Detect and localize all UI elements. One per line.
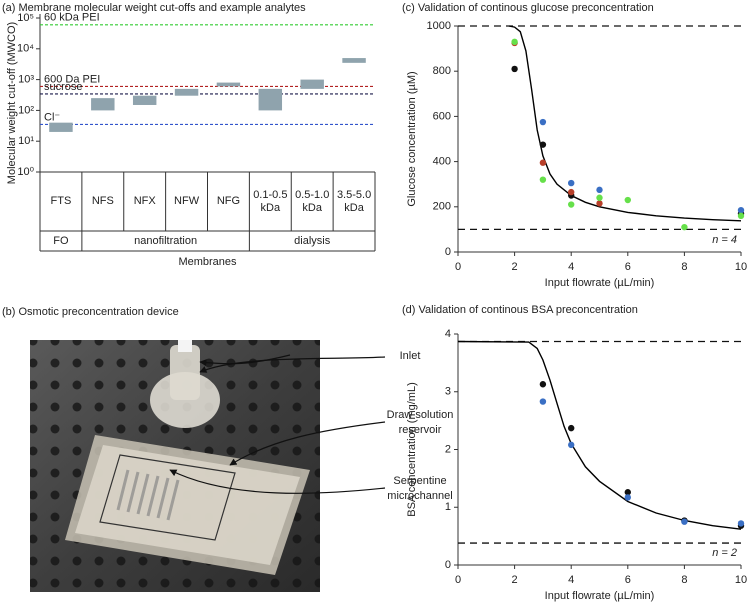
data-point <box>596 186 603 194</box>
category-label: 0.5-1.0 kDa <box>295 188 330 214</box>
annotation: n = 2 <box>712 547 737 559</box>
data-point <box>681 223 688 231</box>
category-label: NFG <box>216 195 241 207</box>
y-tick-label: 1000 <box>427 20 451 32</box>
category-label: 0.1-0.5 kDa <box>253 188 288 214</box>
x-axis-label: Membranes <box>178 256 237 268</box>
x-axis-label: Input flowrate (µL/min) <box>545 590 655 602</box>
category-label: FTS <box>50 195 72 207</box>
annotation: n = 4 <box>712 234 737 246</box>
data-point <box>539 398 547 405</box>
data-point <box>624 489 631 496</box>
data-point <box>568 441 575 449</box>
y-axis-label: BSA concentration (mg/mL) <box>406 382 418 517</box>
category-label: 3.5-5.0 kDa <box>336 188 372 214</box>
x-tick-label: 8 <box>681 574 687 586</box>
range-bar <box>258 88 283 111</box>
y-axis-label: Molecular weight cut-off (MWCO) <box>6 22 18 184</box>
data-point <box>539 176 547 183</box>
y-tick-label: 3 <box>445 386 451 398</box>
range-bar <box>342 58 366 63</box>
panel-title: (a) Membrane molecular weight cut-offs a… <box>2 2 306 14</box>
data-point <box>568 424 575 432</box>
range-bar <box>300 79 324 89</box>
data-point <box>539 141 547 148</box>
x-tick-label: 0 <box>455 574 461 586</box>
y-tick-label: 10⁰ <box>17 166 34 178</box>
panel-title: (c) Validation of continous glucose prec… <box>402 2 654 14</box>
x-tick-label: 6 <box>625 261 631 273</box>
y-tick-label: 400 <box>433 156 451 168</box>
y-tick-label: 10⁴ <box>17 43 34 55</box>
y-tick-label: 600 <box>433 110 451 122</box>
data-point <box>568 179 575 187</box>
y-tick-label: 200 <box>433 201 451 213</box>
y-tick-label: 0 <box>445 246 451 258</box>
x-tick-label: 2 <box>512 261 518 273</box>
y-tick-label: 10⁵ <box>17 12 34 24</box>
y-tick-label: 10² <box>18 104 34 116</box>
data-point <box>624 196 631 204</box>
x-tick-label: 8 <box>681 261 687 273</box>
x-tick-label: 6 <box>625 574 631 586</box>
y-tick-label: 1 <box>445 501 451 513</box>
range-bar <box>132 95 157 105</box>
category-label: NFX <box>133 195 156 207</box>
arrow <box>199 356 386 373</box>
range-bar <box>49 122 73 132</box>
x-tick-label: 0 <box>455 261 461 273</box>
group-label: dialysis <box>294 234 331 247</box>
x-tick-label: 4 <box>568 261 574 273</box>
x-tick-label: 2 <box>512 574 518 586</box>
y-tick-label: 2 <box>445 443 451 455</box>
y-tick-label: 800 <box>433 65 451 77</box>
data-point <box>737 212 745 220</box>
data-point <box>681 518 688 525</box>
x-tick-label: 4 <box>568 574 574 586</box>
reference-label: Cl⁻ <box>44 111 60 123</box>
device-label: Inlet <box>399 350 421 362</box>
data-point <box>568 201 575 208</box>
device-label: Serpentine microchannel <box>387 475 453 502</box>
data-point <box>511 38 518 46</box>
panel-title: (b) Osmotic preconcentration device <box>2 306 179 318</box>
reference-label: sucrose <box>44 81 83 93</box>
fit-curve <box>508 25 742 222</box>
data-point <box>568 188 575 196</box>
data-point <box>737 206 745 214</box>
panel-title: (d) Validation of continous BSA preconce… <box>402 304 638 316</box>
range-bar <box>216 82 241 87</box>
y-tick-label: 10³ <box>18 74 34 86</box>
data-point <box>539 381 547 388</box>
x-tick-label: 10 <box>735 574 747 586</box>
device-photo <box>30 340 320 592</box>
reference-label: 600 Da PEI <box>44 73 100 85</box>
device-label: Draw solution reservoir <box>386 409 454 436</box>
data-point <box>511 65 518 73</box>
data-point <box>539 118 547 126</box>
category-label: NFS <box>91 195 114 207</box>
fit-curve <box>457 340 742 530</box>
y-axis-label: Glucose concentration (µM) <box>406 71 418 206</box>
reference-label: 60 kDa PEI <box>44 12 100 24</box>
x-axis-label: Input flowrate (µL/min) <box>545 277 655 289</box>
x-tick-label: 10 <box>735 261 747 273</box>
group-label: FO <box>53 234 69 247</box>
range-bar <box>174 88 199 96</box>
group-label: nanofiltration <box>134 234 198 247</box>
data-point <box>624 494 631 501</box>
data-point <box>596 194 603 201</box>
category-label: NFW <box>174 195 200 207</box>
arrow <box>229 421 386 466</box>
data-point <box>596 200 603 207</box>
data-point <box>737 520 745 527</box>
y-tick-label: 0 <box>445 559 451 571</box>
range-bar <box>91 98 115 111</box>
data-point <box>539 159 547 166</box>
arrow <box>169 469 386 494</box>
y-tick-label: 10¹ <box>18 135 34 147</box>
y-tick-label: 4 <box>445 328 451 340</box>
